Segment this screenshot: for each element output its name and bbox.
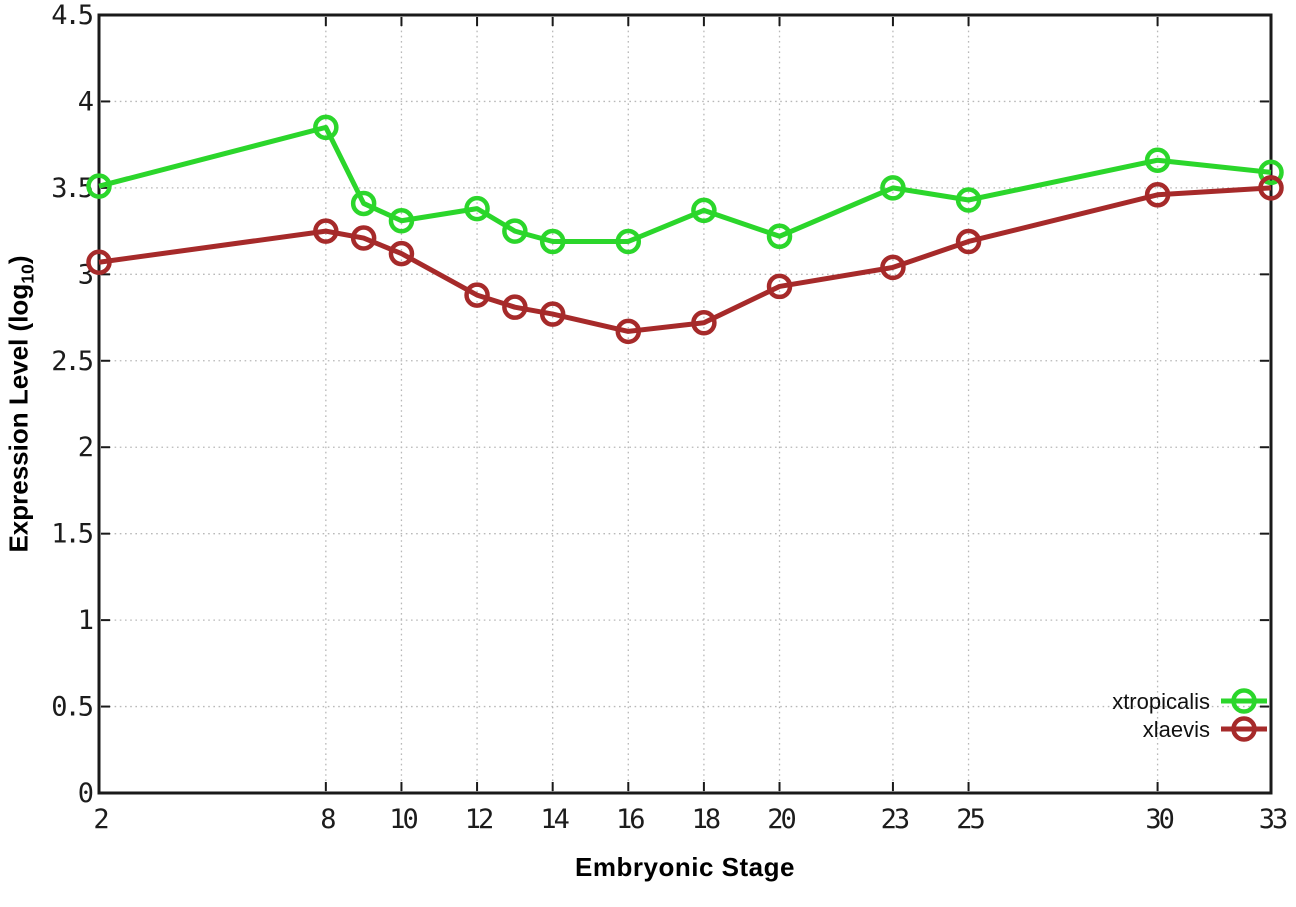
data-point-xlaevis — [1144, 182, 1171, 208]
y-tick-label: 2 — [78, 432, 92, 463]
x-tick-label: 18 — [692, 804, 720, 835]
legend-sample-marker-xtropicalis — [1231, 688, 1257, 714]
data-point-xtropicalis — [464, 195, 490, 222]
data-point-xtropicalis — [880, 175, 906, 201]
x-tick-label: 16 — [616, 804, 644, 835]
x-tick-label: 12 — [465, 804, 492, 835]
x-tick-label: 33 — [1259, 804, 1287, 835]
data-point-xtropicalis — [955, 187, 982, 213]
x-tick-label: 10 — [389, 804, 417, 835]
y-axis-title: Expression Level (log10) — [3, 255, 38, 552]
data-point-xlaevis — [1258, 175, 1284, 201]
plot-border — [97, 13, 1273, 795]
data-point-xtropicalis — [86, 173, 112, 199]
data-point-xlaevis — [880, 254, 906, 281]
data-point-xtropicalis — [350, 190, 377, 217]
data-point-xtropicalis — [1258, 159, 1284, 186]
data-point-xtropicalis — [691, 197, 717, 224]
x-tick-label: 20 — [767, 804, 795, 835]
data-point-xtropicalis — [539, 228, 566, 255]
x-tick-label: 30 — [1145, 804, 1173, 835]
data-point-xlaevis — [691, 309, 717, 336]
data-point-xtropicalis — [766, 223, 793, 250]
legend-label-xlaevis: xlaevis — [1143, 717, 1210, 742]
y-axis-title-subscript: 10 — [17, 264, 38, 284]
legend-label-xtropicalis: xtropicalis — [1112, 689, 1210, 714]
x-tick-label: 8 — [320, 804, 335, 835]
data-point-xtropicalis — [502, 218, 528, 244]
x-tick-label: 25 — [956, 804, 984, 835]
data-point-xlaevis — [502, 294, 528, 320]
x-tick-label: 2 — [93, 804, 107, 835]
data-point-xtropicalis — [388, 207, 415, 234]
data-point-xlaevis — [955, 228, 982, 255]
y-tick-label: 2.5 — [51, 346, 93, 377]
data-point-xlaevis — [350, 225, 377, 251]
data-point-xtropicalis — [615, 228, 642, 255]
legend-sample-marker-xlaevis — [1231, 716, 1257, 742]
y-tick-label: 1.5 — [51, 519, 93, 550]
y-tick-label: 4 — [78, 86, 93, 117]
data-point-xtropicalis — [313, 114, 339, 141]
data-point-xlaevis — [464, 282, 490, 308]
y-tick-label: 0 — [78, 778, 93, 809]
data-point-xlaevis — [539, 301, 566, 327]
data-point-xlaevis — [615, 318, 642, 345]
x-axis-title: Embryonic Stage — [575, 852, 795, 882]
y-tick-label: 1 — [78, 605, 93, 636]
x-tick-label: 23 — [881, 804, 909, 835]
data-point-xlaevis — [388, 240, 415, 267]
y-tick-label: 0.5 — [51, 692, 93, 723]
data-point-xlaevis — [313, 218, 339, 244]
y-tick-label: 4.5 — [51, 0, 93, 31]
x-tick-label: 14 — [540, 804, 568, 835]
data-point-xtropicalis — [1144, 147, 1171, 173]
data-point-xlaevis — [766, 273, 793, 300]
data-point-xlaevis — [86, 249, 112, 275]
y-axis-title-suffix: ) — [3, 255, 34, 265]
series-line-xlaevis — [98, 185, 1272, 334]
y-axis-title-text: Expression Level (log — [3, 283, 34, 553]
series-line-xtropicalis — [98, 124, 1272, 244]
